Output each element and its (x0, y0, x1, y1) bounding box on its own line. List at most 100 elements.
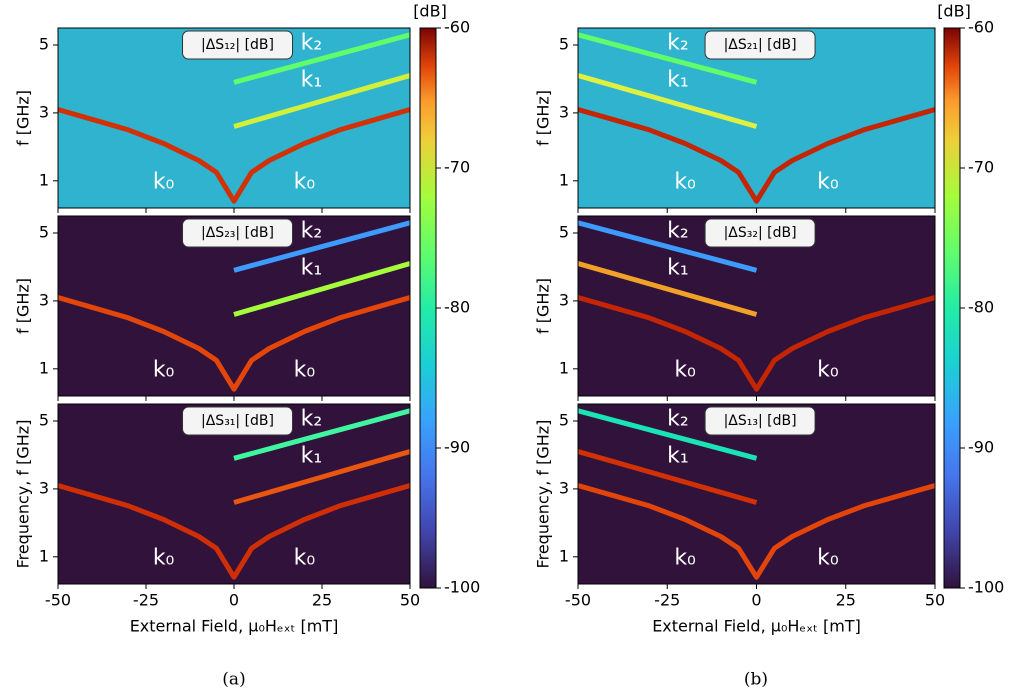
dispersion-line (233, 261, 410, 317)
panel-title: |ΔS₃₁| [dB] (201, 413, 274, 429)
y-tick-label: 1 (559, 546, 569, 565)
dispersion-line (578, 295, 935, 392)
caption: (b) (744, 670, 768, 690)
y-tick-label: 3 (559, 102, 569, 121)
title-box (704, 406, 816, 436)
y-tick-label: 1 (39, 170, 49, 189)
y-tick-label: 1 (39, 358, 49, 377)
dispersion-line (578, 107, 935, 204)
colorbar-tick-label: -70 (444, 158, 470, 177)
colorbar-tick-label: -90 (444, 438, 470, 457)
mode-label: k₀ (674, 358, 696, 383)
mode-label: k₁ (301, 68, 323, 93)
y-tick-label: 3 (559, 290, 569, 309)
y-tick-label: 5 (39, 34, 49, 53)
x-tick-label: -25 (133, 591, 159, 610)
mode-label: k₂ (301, 218, 323, 243)
y-tick-label: 1 (559, 358, 569, 377)
y-tick-label: 5 (559, 34, 569, 53)
dispersion-line (578, 483, 935, 580)
caption: (a) (222, 670, 245, 690)
mode-label: k₀ (153, 170, 175, 195)
dispersion-line (233, 220, 410, 273)
colorbar-tick-label: -100 (968, 578, 1004, 597)
mode-label: k₁ (667, 256, 689, 281)
y-tick-label: 3 (559, 478, 569, 497)
colorbar-label: [dB] (937, 2, 971, 21)
colorbar-tick-label: -100 (444, 578, 480, 597)
dispersion-line (578, 73, 758, 129)
dispersion-line (58, 483, 410, 580)
dispersion-line (58, 295, 410, 392)
y-tick-label: 3 (39, 478, 49, 497)
plot-area (58, 220, 410, 392)
mode-label: k₀ (294, 546, 316, 571)
colorbar-tick-label: -80 (444, 298, 470, 317)
mode-label: k₀ (674, 546, 696, 571)
mode-label: k₂ (667, 406, 689, 431)
x-tick-label: -50 (45, 591, 71, 610)
y-tick-label: 5 (39, 222, 49, 241)
plot-area (578, 408, 935, 580)
mode-label: k₂ (301, 30, 323, 55)
y-axis-label: f [GHz] (534, 90, 553, 146)
mode-label: k₀ (817, 170, 839, 195)
title-box (182, 218, 294, 248)
x-axis-label: External Field, μ₀Hₑₓₜ [mT] (652, 617, 861, 636)
x-tick-label: 0 (229, 591, 239, 610)
mode-label: k₀ (153, 546, 175, 571)
dispersion-line (233, 73, 410, 129)
x-tick-label: 50 (400, 591, 420, 610)
mode-label: k₀ (674, 170, 696, 195)
mode-label: k₁ (301, 444, 323, 469)
y-axis-label: f [GHz] (534, 278, 553, 334)
x-axis-label: External Field, μ₀Hₑₓₜ [mT] (130, 617, 339, 636)
panel-title: |ΔS₁₂| [dB] (201, 37, 274, 53)
y-tick-label: 1 (39, 546, 49, 565)
dispersion-line (233, 408, 410, 461)
panel-title: |ΔS₂₁| [dB] (724, 37, 797, 53)
mode-label: k₁ (667, 444, 689, 469)
dispersion-line (58, 107, 410, 204)
y-tick-label: 3 (39, 290, 49, 309)
dispersion-line (578, 261, 758, 317)
dispersion-line (233, 449, 410, 505)
mode-label: k₀ (817, 358, 839, 383)
colorbar-tick-label: -60 (444, 18, 470, 37)
dispersion-line (578, 449, 758, 505)
mode-label: k₁ (667, 68, 689, 93)
x-tick-label: -50 (565, 591, 591, 610)
x-tick-label: -25 (654, 591, 680, 610)
colorbar-tick-label: -60 (968, 18, 994, 37)
x-tick-label: 25 (312, 591, 332, 610)
y-axis-label: Frequency, f [GHz] (14, 420, 33, 569)
y-axis-label: f [GHz] (14, 90, 33, 146)
y-tick-label: 5 (559, 222, 569, 241)
x-tick-label: 25 (836, 591, 856, 610)
plot-area (578, 220, 935, 392)
y-tick-label: 3 (39, 102, 49, 121)
mode-label: k₂ (301, 406, 323, 431)
colorbar-tick-label: -70 (968, 158, 994, 177)
plot-area (578, 32, 935, 204)
colorbar-tick-label: -90 (968, 438, 994, 457)
plot-area (58, 408, 410, 580)
panel-title: |ΔS₂₃| [dB] (201, 225, 274, 241)
mode-label: k₁ (301, 256, 323, 281)
y-axis-label: f [GHz] (14, 278, 33, 334)
mode-label: k₀ (294, 170, 316, 195)
dispersion-line (578, 408, 758, 461)
panel-title: |ΔS₁₃| [dB] (724, 413, 797, 429)
colorbar-label: [dB] (413, 2, 447, 21)
title-box (704, 218, 816, 248)
mode-label: k₂ (667, 218, 689, 243)
dispersion-line (233, 32, 410, 85)
dispersion-line (578, 32, 758, 85)
mode-label: k₀ (153, 358, 175, 383)
mode-label: k₀ (294, 358, 316, 383)
colorbar-tick-label: -80 (968, 298, 994, 317)
x-tick-label: 50 (925, 591, 945, 610)
x-tick-label: 0 (751, 591, 761, 610)
mode-label: k₀ (817, 546, 839, 571)
